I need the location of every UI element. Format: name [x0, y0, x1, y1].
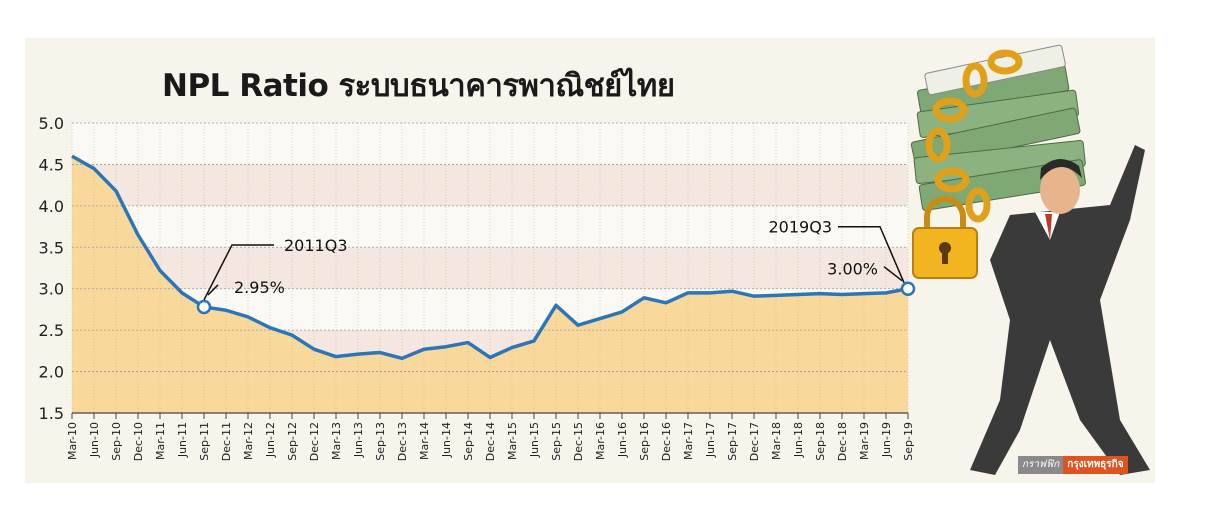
y-tick-label: 2.5 — [39, 321, 64, 340]
x-tick-label: Dec-13 — [396, 422, 409, 461]
x-tick-label: Dec-17 — [748, 422, 761, 461]
x-tick-label: Dec-10 — [132, 422, 145, 461]
annotation-period: 2011Q3 — [284, 236, 348, 255]
npl-series-line — [71, 154, 909, 361]
y-tick-label: 1.5 — [39, 404, 64, 423]
x-tick-label: Sep-12 — [286, 422, 299, 461]
annotation-leader — [203, 244, 274, 301]
y-tick-label: 4.5 — [39, 155, 64, 174]
y-tick-label: 3.0 — [39, 280, 64, 299]
x-tick-label: Mar-18 — [770, 422, 783, 460]
x-tick-label: Mar-13 — [330, 422, 343, 460]
area-fill — [72, 156, 908, 413]
x-tick-label: Jun-19 — [880, 422, 893, 458]
padlock-icon — [912, 196, 978, 279]
x-tick-label: Mar-10 — [66, 422, 79, 460]
x-tick-label: Jun-18 — [792, 422, 805, 458]
x-tick-label: Jun-10 — [88, 422, 101, 458]
annotation-leader — [883, 266, 903, 282]
x-tick-label: Jun-12 — [264, 422, 277, 458]
chart-title: NPL Ratio ระบบธนาคารพาณิชย์ไทย — [162, 68, 675, 104]
x-tick-label: Sep-18 — [814, 422, 827, 461]
x-tick-label: Mar-11 — [154, 422, 167, 460]
x-tick-label: Sep-10 — [110, 422, 123, 461]
x-tick-label: Jun-11 — [176, 422, 189, 458]
credit-graphic-label: กราฟฟิก — [1018, 456, 1064, 474]
x-tick-label: Jun-13 — [352, 422, 365, 458]
x-tick-label: Mar-15 — [506, 422, 519, 460]
y-tick-label: 5.0 — [39, 114, 64, 133]
x-tick-label: Mar-12 — [242, 422, 255, 460]
x-tick-label: Sep-16 — [638, 422, 651, 461]
y-tick-label: 4.0 — [39, 197, 64, 216]
x-tick-label: Jun-16 — [616, 422, 629, 458]
x-tick-label: Jun-15 — [528, 422, 541, 458]
annotation-value: 3.00% — [827, 260, 878, 279]
x-tick-label: Dec-16 — [660, 422, 673, 461]
x-tick-label: Sep-13 — [374, 422, 387, 461]
x-tick-label: Mar-17 — [682, 422, 695, 460]
y-tick-label: 2.0 — [39, 363, 64, 382]
y-tick-label: 3.5 — [39, 238, 64, 257]
x-tick-label: Dec-18 — [836, 422, 849, 461]
graphic-credit: กราฟฟิก กรุงเทพธุรกิจ — [1018, 456, 1128, 474]
x-tick-label: Sep-19 — [902, 422, 915, 461]
x-tick-label: Jun-17 — [704, 422, 717, 458]
x-tick-label: Sep-17 — [726, 422, 739, 461]
x-tick-label: Dec-11 — [220, 422, 233, 461]
x-tick-label: Dec-14 — [484, 422, 497, 461]
x-tick-label: Jun-14 — [440, 422, 453, 458]
gold-chain-icon — [925, 49, 1023, 223]
annotation-marker — [196, 299, 212, 315]
annotation-leader — [207, 284, 219, 296]
annotation-period: 2019Q3 — [769, 218, 833, 237]
credit-publisher-label: กรุงเทพธุรกิจ — [1063, 456, 1128, 474]
x-tick-label: Sep-14 — [462, 422, 475, 461]
x-tick-label: Mar-14 — [418, 422, 431, 460]
annotation-marker — [900, 281, 916, 296]
x-tick-label: Sep-15 — [550, 422, 563, 461]
x-tick-label: Dec-12 — [308, 422, 321, 461]
businessman-figure — [970, 145, 1150, 475]
annotation-leader — [838, 225, 905, 284]
annotation-value: 2.95% — [234, 278, 285, 297]
x-tick-label: Sep-11 — [198, 422, 211, 461]
x-tick-label: Dec-15 — [572, 422, 585, 461]
x-tick-label: Mar-16 — [594, 422, 607, 460]
x-tick-label: Mar-19 — [858, 422, 871, 460]
